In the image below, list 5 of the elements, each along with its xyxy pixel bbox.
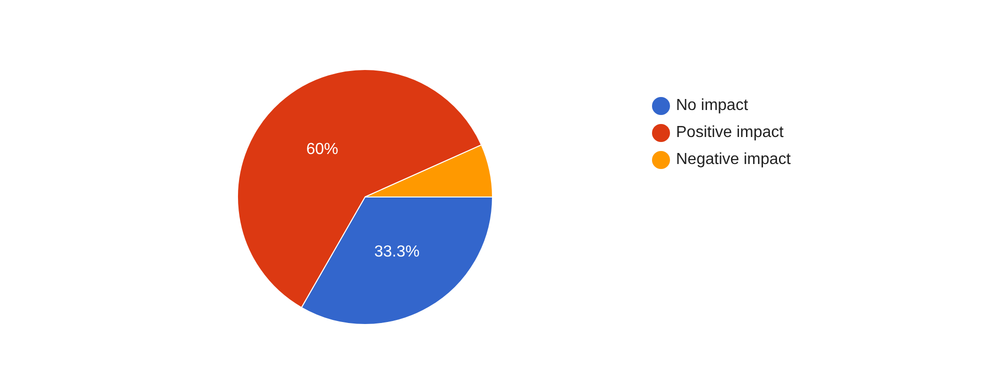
legend-label: Positive impact (676, 124, 784, 142)
data-label: 33.3% (374, 244, 420, 261)
legend-label: No impact (676, 96, 748, 114)
legend-label: Negative impact (676, 150, 791, 168)
data-label: 60% (306, 141, 338, 158)
